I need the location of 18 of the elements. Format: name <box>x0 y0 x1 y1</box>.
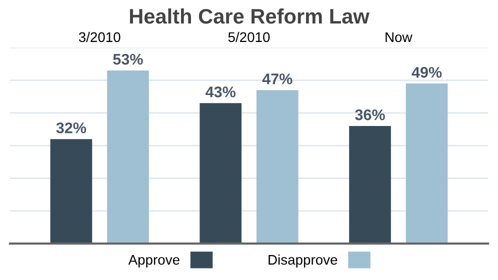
legend-label: Approve <box>128 255 180 268</box>
x-tick-label: 3/2010 <box>78 32 120 42</box>
data-label: 43% <box>206 86 236 98</box>
x-tick-label: 5/2010 <box>228 32 270 42</box>
bar <box>200 103 242 244</box>
chart-title: Health Care Reform Law <box>130 8 370 24</box>
legend-label: Disapprove <box>268 254 338 268</box>
data-label: 36% <box>355 109 385 120</box>
bar <box>107 70 149 244</box>
data-label: 47% <box>262 73 292 84</box>
bar <box>50 139 92 244</box>
data-label: 32% <box>56 122 86 134</box>
data-label: 53% <box>113 54 143 65</box>
bar <box>349 126 391 244</box>
bar <box>256 90 298 244</box>
x-tick-label: Now <box>386 32 412 42</box>
bar <box>406 84 448 244</box>
data-label: 49% <box>412 66 442 78</box>
